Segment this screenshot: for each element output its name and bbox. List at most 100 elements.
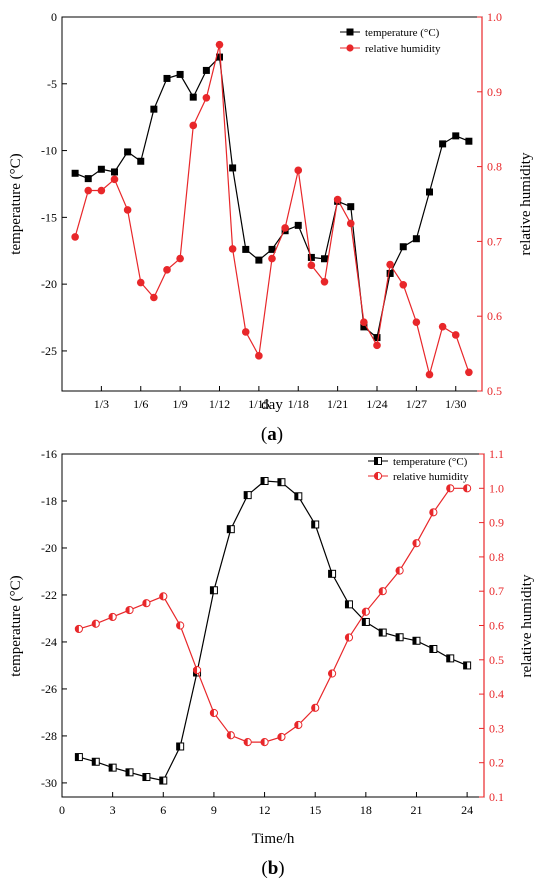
data-point-temperature (361, 617, 370, 626)
panel-b-caption: (b) (261, 858, 284, 879)
data-point-humidity (463, 484, 472, 493)
y2-tick-label: 1.0 (487, 10, 502, 24)
panel-a-caption: (a) (261, 424, 283, 445)
data-point-temperature (463, 661, 472, 670)
data-point-humidity (451, 331, 460, 339)
data-point-humidity (136, 278, 145, 287)
data-point-humidity (91, 619, 100, 628)
series-line-humidity (78, 487, 468, 743)
y2-tick-label: 0.6 (487, 309, 502, 323)
y2-tick-label: 0.2 (489, 756, 504, 770)
data-point-humidity (361, 607, 370, 616)
data-point-humidity (226, 731, 235, 740)
data-point-humidity (399, 280, 408, 289)
data-point-humidity (429, 508, 438, 517)
x-tick-label: 1/30 (445, 397, 466, 411)
y-tick-label: -26 (41, 682, 57, 696)
x-tick-label: 6 (160, 803, 166, 817)
data-point-temperature (209, 586, 218, 595)
y2-tick-label: 0.1 (489, 790, 504, 804)
y2-tick-label: 0.8 (487, 160, 502, 174)
data-point-temperature (216, 53, 223, 61)
y2-tick-label: 0.5 (489, 653, 504, 667)
x-tick-label: 21 (410, 803, 422, 817)
data-point-humidity (260, 738, 269, 747)
y-axis-ticks: -16 -18 -20 -22 -24 -26 -28 -30 (41, 447, 67, 790)
data-point-temperature (277, 478, 286, 487)
data-point-temperature (176, 742, 185, 751)
data-point-temperature (360, 323, 368, 331)
data-point-temperature (91, 757, 100, 766)
data-point-humidity (202, 93, 211, 102)
x-axis-ticks: 1/3 1/6 1/9 1/12 1/15 1/18 1/21 1/24 1/27 1/30 (94, 386, 466, 411)
data-point-humidity (425, 370, 434, 379)
plot-frame (61, 453, 485, 798)
data-point-humidity (71, 233, 79, 241)
data-point-humidity (163, 266, 171, 274)
data-point-humidity (176, 254, 184, 263)
data-point-temperature (255, 256, 263, 264)
y2-tick-label: 0.8 (489, 550, 504, 564)
data-point-temperature (446, 654, 455, 663)
data-point-temperature (412, 235, 420, 243)
y2-tick-label: 0.3 (489, 721, 504, 735)
data-point-humidity (123, 206, 132, 214)
data-series (74, 477, 472, 785)
data-point-humidity (294, 166, 303, 175)
data-point-humidity (333, 195, 342, 204)
data-point-temperature (395, 633, 404, 642)
x-tick-label: 3 (110, 803, 116, 817)
x-tick-label: 0 (59, 803, 65, 817)
data-point-temperature (452, 132, 460, 140)
x-tick-label: 12 (259, 803, 271, 817)
y-tick-label: -25 (41, 344, 57, 358)
data-point-temperature (84, 175, 92, 183)
y-tick-label: -18 (41, 494, 57, 508)
data-point-temperature (137, 157, 145, 165)
data-point-humidity (192, 665, 202, 675)
data-point-humidity (412, 318, 421, 326)
data-point-temperature (108, 763, 117, 772)
data-point-temperature (142, 773, 151, 782)
y2-tick-label: 0.9 (489, 516, 504, 530)
x-tick-label: 1/3 (94, 397, 109, 411)
y-axis-ticks: 0 -5 -10 -15 -20 -25 (41, 10, 67, 358)
data-point-humidity (294, 720, 303, 730)
series-line-temperature (78, 480, 468, 782)
y2-axis-ticks: 0.1 0.2 0.3 0.4 0.5 0.6 0.7 0.8 0.9 1.0 1.1 (479, 447, 504, 804)
y2-tick-label: 1.1 (489, 447, 504, 461)
data-point-temperature (347, 203, 355, 211)
data-point-humidity (412, 539, 421, 548)
data-point-humidity (125, 605, 134, 615)
y-axis-label: temperature (°C) (8, 575, 24, 676)
y2-tick-label: 0.5 (487, 384, 502, 398)
data-point-temperature (378, 628, 387, 637)
data-point-humidity (110, 175, 119, 184)
data-point-humidity (311, 703, 320, 712)
data-point-temperature (202, 66, 210, 74)
x-tick-label: 1/12 (209, 397, 230, 411)
data-point-temperature (328, 569, 337, 578)
data-point-temperature (412, 636, 421, 645)
y-tick-label: -20 (41, 541, 57, 555)
data-point-temperature (125, 768, 134, 777)
data-point-humidity (346, 219, 355, 228)
legend-label-temperature: temperature (°C) (365, 27, 440, 39)
x-tick-label: 1/9 (172, 397, 187, 411)
data-point-temperature (243, 491, 252, 500)
data-point-humidity (228, 245, 237, 253)
legend: temperature (°C) relative humidity (340, 27, 441, 55)
data-point-temperature (307, 253, 315, 261)
y-tick-label: -22 (41, 588, 57, 602)
y2-axis-ticks: 0.5 0.6 0.7 0.8 0.9 1.0 (477, 10, 502, 398)
data-point-temperature (268, 245, 276, 253)
data-point-humidity (438, 322, 447, 331)
legend: temperature (°C) relative humidity (368, 456, 469, 483)
y-tick-label: -5 (47, 77, 57, 91)
y-tick-label: -20 (41, 277, 57, 291)
data-point-humidity (74, 624, 83, 634)
x-tick-label: 15 (309, 803, 321, 817)
data-point-humidity (255, 352, 263, 360)
data-point-humidity (446, 484, 455, 493)
data-point-temperature (429, 644, 438, 653)
